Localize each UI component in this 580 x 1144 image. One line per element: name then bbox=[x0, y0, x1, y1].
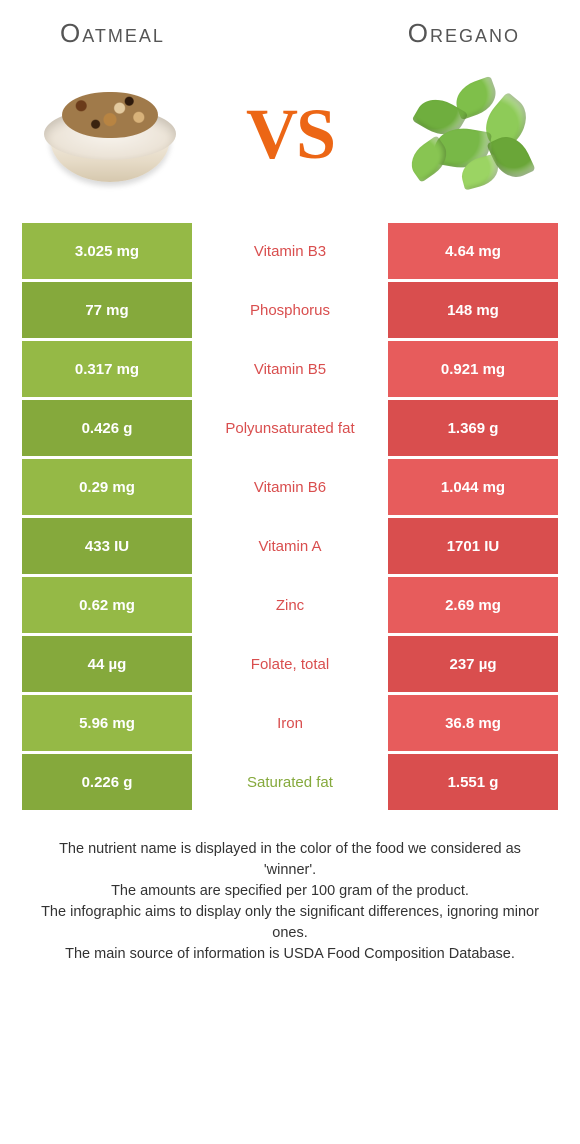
title-right: Oregano bbox=[408, 18, 520, 49]
left-value: 3.025 mg bbox=[22, 223, 192, 279]
footer-notes: The nutrient name is displayed in the co… bbox=[0, 813, 580, 965]
nutrient-label: Vitamin B3 bbox=[192, 223, 388, 279]
footer-line: The infographic aims to display only the… bbox=[34, 902, 546, 944]
left-value: 0.317 mg bbox=[22, 341, 192, 397]
nutrient-label: Zinc bbox=[192, 577, 388, 633]
left-value: 0.226 g bbox=[22, 754, 192, 810]
nutrient-label: Vitamin B5 bbox=[192, 341, 388, 397]
right-value: 2.69 mg bbox=[388, 577, 558, 633]
table-row: 44 µgFolate, total237 µg bbox=[22, 636, 558, 692]
right-value: 36.8 mg bbox=[388, 695, 558, 751]
nutrient-label: Folate, total bbox=[192, 636, 388, 692]
table-row: 3.025 mgVitamin B34.64 mg bbox=[22, 223, 558, 279]
right-value: 0.921 mg bbox=[388, 341, 558, 397]
table-row: 77 mgPhosphorus148 mg bbox=[22, 282, 558, 338]
right-value: 1701 IU bbox=[388, 518, 558, 574]
vs-label: VS bbox=[246, 93, 334, 176]
footer-line: The nutrient name is displayed in the co… bbox=[34, 839, 546, 881]
left-value: 44 µg bbox=[22, 636, 192, 692]
left-value: 0.426 g bbox=[22, 400, 192, 456]
right-value: 1.369 g bbox=[388, 400, 558, 456]
left-value: 5.96 mg bbox=[22, 695, 192, 751]
table-row: 0.29 mgVitamin B61.044 mg bbox=[22, 459, 558, 515]
table-row: 0.317 mgVitamin B50.921 mg bbox=[22, 341, 558, 397]
hero-row: VS bbox=[0, 59, 580, 223]
right-value: 148 mg bbox=[388, 282, 558, 338]
left-value: 0.62 mg bbox=[22, 577, 192, 633]
table-row: 5.96 mgIron36.8 mg bbox=[22, 695, 558, 751]
table-row: 0.226 gSaturated fat1.551 g bbox=[22, 754, 558, 810]
title-left: Oatmeal bbox=[60, 18, 165, 49]
footer-line: The amounts are specified per 100 gram o… bbox=[34, 881, 546, 902]
oatmeal-image bbox=[30, 69, 190, 199]
nutrient-label: Polyunsaturated fat bbox=[192, 400, 388, 456]
right-value: 1.551 g bbox=[388, 754, 558, 810]
nutrient-label: Iron bbox=[192, 695, 388, 751]
oregano-image bbox=[390, 69, 550, 199]
table-row: 433 IUVitamin A1701 IU bbox=[22, 518, 558, 574]
right-value: 237 µg bbox=[388, 636, 558, 692]
table-row: 0.426 gPolyunsaturated fat1.369 g bbox=[22, 400, 558, 456]
right-value: 4.64 mg bbox=[388, 223, 558, 279]
comparison-table: 3.025 mgVitamin B34.64 mg77 mgPhosphorus… bbox=[0, 223, 580, 810]
left-value: 433 IU bbox=[22, 518, 192, 574]
nutrient-label: Vitamin B6 bbox=[192, 459, 388, 515]
nutrient-label: Saturated fat bbox=[192, 754, 388, 810]
left-value: 0.29 mg bbox=[22, 459, 192, 515]
table-row: 0.62 mgZinc2.69 mg bbox=[22, 577, 558, 633]
nutrient-label: Vitamin A bbox=[192, 518, 388, 574]
header-titles: Oatmeal Oregano bbox=[0, 0, 580, 59]
right-value: 1.044 mg bbox=[388, 459, 558, 515]
left-value: 77 mg bbox=[22, 282, 192, 338]
nutrient-label: Phosphorus bbox=[192, 282, 388, 338]
footer-line: The main source of information is USDA F… bbox=[34, 944, 546, 965]
